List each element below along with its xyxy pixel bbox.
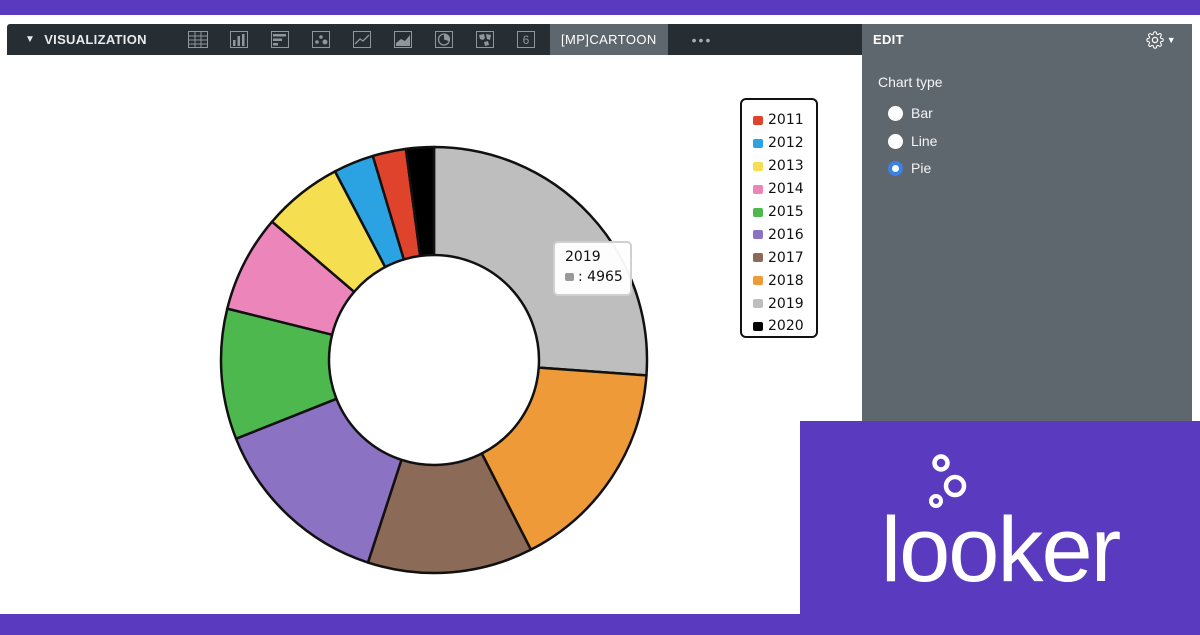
legend-item-2013[interactable]: 2013 — [753, 155, 816, 178]
legend-item-2019[interactable]: 2019 — [753, 292, 816, 315]
chart-type-option-line[interactable]: Line — [888, 133, 937, 149]
pie-slice-2018[interactable] — [480, 366, 648, 551]
legend-swatch — [753, 321, 763, 331]
visualization-title: VISUALIZATION — [44, 32, 147, 47]
legend-swatch — [753, 299, 763, 309]
chart-type-label: Chart type — [878, 74, 943, 90]
caret-down-icon: ▼ — [1166, 34, 1176, 45]
radio-button-selected[interactable] — [888, 160, 903, 176]
scatter-chart-icon[interactable] — [300, 24, 341, 55]
option-label: Pie — [911, 160, 932, 176]
legend-item-2020[interactable]: 2020 — [753, 315, 816, 338]
edit-panel-title: EDIT — [873, 32, 904, 47]
tab-mp-cartoon[interactable]: [MP]CARTOON — [550, 24, 668, 55]
legend-swatch — [753, 207, 763, 217]
chart-type-option-bar[interactable]: Bar — [888, 105, 933, 121]
bar-chart-icon[interactable] — [259, 24, 300, 55]
looker-logo-mark: looker — [881, 454, 1123, 601]
svg-text:6: 6 — [522, 33, 529, 47]
chart-legend: 2011 2012 2013 2014 2015 2016 2017 2018 2019 2020 — [740, 98, 818, 338]
looker-logo: looker — [800, 421, 1200, 630]
option-label: Line — [911, 133, 938, 149]
legend-label: 2015 — [768, 204, 804, 220]
pie-slice-2020[interactable] — [404, 145, 436, 258]
legend-label: 2018 — [768, 272, 804, 289]
legend-item-2015[interactable]: 2015 — [753, 201, 816, 224]
pie-slice-2019[interactable] — [432, 145, 649, 377]
legend-label: 2011 — [768, 112, 804, 129]
table-icon[interactable] — [177, 24, 218, 55]
tooltip-swatch — [565, 273, 574, 281]
more-options-button[interactable]: ••• — [691, 31, 713, 48]
legend-label: 2014 — [768, 181, 804, 198]
legend-item-2016[interactable]: 2016 — [753, 223, 816, 246]
settings-menu-button[interactable]: ▼ — [1146, 30, 1176, 49]
legend-swatch — [753, 161, 763, 171]
legend-swatch — [753, 115, 763, 125]
legend-swatch — [753, 230, 763, 240]
legend-swatch — [753, 276, 763, 286]
pie-chart-icon[interactable] — [423, 24, 464, 55]
legend-swatch — [753, 253, 763, 263]
visualization-toolbar: ▼ VISUALIZATION 6 [MP]CARTOON • — [7, 24, 862, 55]
legend-item-2017[interactable]: 2017 — [753, 246, 816, 269]
legend-label: 2013 — [768, 158, 804, 175]
radio-button[interactable] — [888, 133, 903, 149]
legend-item-2014[interactable]: 2014 — [753, 178, 816, 201]
legend-swatch — [753, 184, 763, 194]
map-icon[interactable] — [464, 24, 505, 55]
single-value-icon[interactable]: 6 — [505, 24, 546, 55]
legend-item-2011[interactable]: 2011 — [753, 109, 816, 132]
radio-button[interactable] — [888, 105, 903, 121]
line-chart-icon[interactable] — [341, 24, 382, 55]
tooltip-value: : 4965 — [578, 269, 623, 285]
option-label: Bar — [911, 105, 933, 121]
donut-chart — [219, 145, 649, 575]
legend-swatch — [753, 138, 763, 148]
chart-tooltip: 2019 : 4965 — [553, 241, 632, 296]
edit-panel: EDIT ▼ Chart type Bar Line Pie — [862, 24, 1192, 424]
legend-label: 2017 — [768, 249, 804, 266]
gear-icon — [1146, 30, 1164, 49]
visualization-collapse-toggle[interactable]: ▼ VISUALIZATION — [7, 24, 177, 55]
pie-slice-2016[interactable] — [234, 397, 403, 564]
legend-item-2012[interactable]: 2012 — [753, 132, 816, 155]
legend-item-2018[interactable]: 2018 — [753, 269, 816, 292]
legend-label: 2012 — [768, 135, 804, 152]
area-chart-icon[interactable] — [382, 24, 423, 55]
logo-text: looker — [881, 499, 1121, 601]
tooltip-label: 2019 — [565, 249, 601, 265]
column-chart-icon[interactable] — [218, 24, 259, 55]
chart-type-option-pie[interactable]: Pie — [888, 160, 931, 176]
caret-down-icon: ▼ — [25, 34, 36, 45]
legend-label: 2016 — [768, 226, 804, 243]
legend-label: 2019 — [768, 295, 804, 312]
legend-label: 2020 — [768, 318, 804, 335]
